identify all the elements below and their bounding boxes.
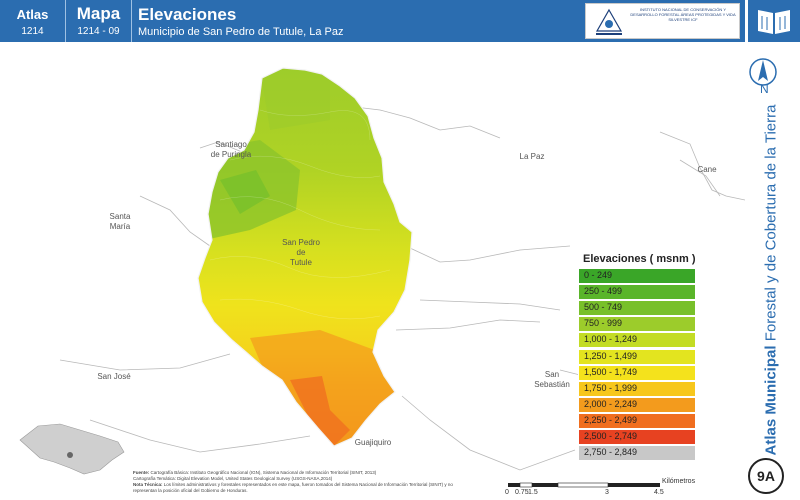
government-seal-icon	[595, 8, 623, 35]
legend-label: 0 - 249	[584, 270, 613, 280]
north-arrow-icon	[749, 58, 777, 86]
place-cane: Cane	[697, 165, 717, 174]
legend-item: 1,750 - 1,999	[578, 380, 696, 397]
legend-label: 2,250 - 2,499	[584, 414, 638, 425]
map-code: 1214 - 09	[77, 26, 120, 37]
institution-logos: INSTITUTO NACIONAL DE CONSERVACIÓN Y DES…	[585, 3, 740, 39]
map-number-badge: 9A	[748, 458, 784, 494]
map-cell: Mapa 1214 - 09	[66, 0, 132, 42]
place-san-sebastian: San Sebastián	[534, 370, 570, 389]
page-subtitle: Municipio de San Pedro de Tutule, La Paz	[138, 26, 344, 38]
place-santa-maria: Santa María	[109, 212, 131, 231]
legend-swatch	[579, 349, 695, 364]
legend-swatch	[579, 317, 695, 332]
legend-item: 2,000 - 2,249	[578, 396, 696, 413]
title-cell: Elevaciones Municipio de San Pedro de Tu…	[138, 0, 558, 42]
atlas-side-title: Atlas Municipal Forestal y de Cobertura …	[763, 105, 780, 456]
legend-swatch	[579, 365, 695, 380]
legend-swatch	[579, 397, 695, 412]
legend-swatch	[579, 381, 695, 396]
scale-unit: Kilómetros	[662, 478, 696, 485]
scale-tick-3: 3	[605, 489, 609, 496]
note-label: Nota Técnica:	[133, 482, 163, 487]
place-san-jose: San José	[97, 372, 131, 381]
source-note: Los límites administrativos y forestales…	[133, 482, 453, 493]
legend-label: 1,750 - 1,999	[584, 382, 638, 393]
scale-tick-0: 0	[505, 489, 509, 496]
north-letter: N	[760, 82, 769, 96]
legend-label: 2,500 - 2,749	[584, 431, 638, 441]
atlas-cell: Atlas 1214	[0, 0, 66, 42]
legend-swatch	[579, 285, 695, 300]
map-canvas[interactable]	[0, 42, 745, 500]
scale-tick-1: 0.75	[515, 489, 529, 496]
legend-swatch	[579, 269, 695, 283]
legend-swatch	[579, 446, 695, 461]
legend-title: Elevaciones ( msnm )	[583, 253, 696, 265]
scale-bar	[508, 482, 660, 488]
map-label: Mapa	[76, 4, 121, 23]
legend-label: 250 - 499	[584, 286, 623, 297]
map-source: Fuente: Cartografía Básica: Instituto Ge…	[133, 470, 463, 494]
legend-item: 1,500 - 1,749	[578, 364, 696, 381]
atlas-code: 1214	[21, 26, 44, 37]
atlas-label: Atlas	[16, 7, 49, 22]
place-la-paz: La Paz	[519, 152, 545, 161]
place-santiago-de-puringla: Santiago de Puringla	[210, 140, 252, 159]
legend-item: 1,000 - 1,249	[578, 332, 696, 349]
side-title-rest: Forestal y de Cobertura de la Tierra	[762, 104, 780, 346]
legend-label: 1,500 - 1,749	[584, 366, 638, 377]
legend-swatch	[579, 430, 695, 444]
legend-item: 250 - 499	[578, 284, 696, 301]
legend-item: 1,250 - 1,499	[578, 348, 696, 365]
legend-swatch	[579, 413, 695, 428]
legend-item: 2,250 - 2,499	[578, 412, 696, 429]
header-bar: Atlas 1214 Mapa 1214 - 09 Elevaciones Mu…	[0, 0, 745, 42]
legend-label: 2,000 - 2,249	[584, 398, 638, 409]
legend-label: 750 - 999	[584, 318, 623, 329]
icf-logo-text: INSTITUTO NACIONAL DE CONSERVACIÓN Y DES…	[630, 7, 736, 22]
legend-swatch	[579, 301, 695, 316]
page-title: Elevaciones	[138, 5, 237, 24]
scale-tick-2: 1.5	[528, 489, 538, 496]
legend-label: 1,000 - 1,249	[584, 334, 638, 345]
place-guajiquiro: Guajiquiro	[354, 438, 392, 447]
honduras-locator-inset	[19, 423, 125, 475]
source-line-2: Cartografía Temática: Digital Elevation …	[133, 476, 333, 481]
legend-label: 500 - 749	[584, 302, 623, 313]
legend-swatch	[579, 333, 695, 348]
municipality-boundary	[197, 67, 413, 447]
legend-item: 750 - 999	[578, 316, 696, 333]
atlas-book-icon	[748, 0, 800, 42]
source-label: Fuente:	[133, 470, 150, 475]
scale-tick-4: 4.5	[654, 489, 664, 496]
source-line-1: Cartografía Básica: Instituto Geográfico…	[150, 470, 377, 475]
legend-label: 1,250 - 1,499	[584, 350, 638, 361]
legend-item: 500 - 749	[578, 300, 696, 317]
legend-label: 2,750 - 2,849	[584, 447, 638, 458]
legend-item: 2,500 - 2,749	[578, 429, 696, 445]
legend-item: 0 - 249	[578, 268, 696, 284]
legend-item: 2,750 - 2,849	[578, 445, 696, 462]
place-san-pedro-de-tutule: San Pedro de Tutule	[282, 238, 320, 267]
side-title-bold: Atlas Municipal	[762, 345, 780, 456]
